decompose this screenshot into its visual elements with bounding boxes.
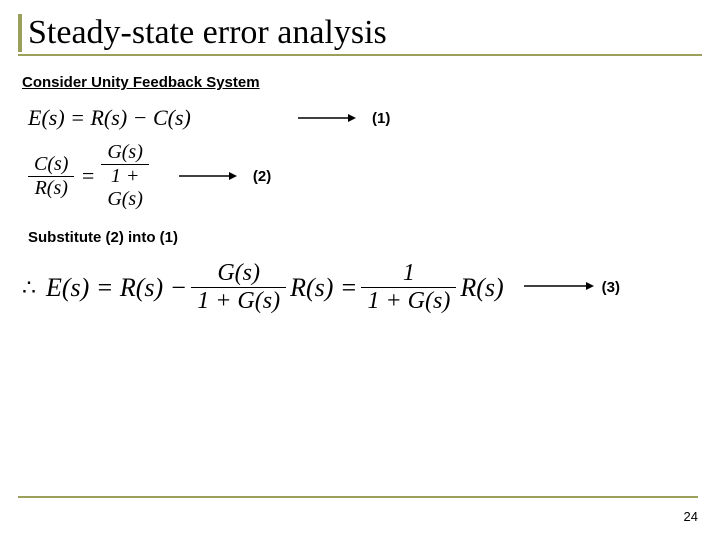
eq2-rhs-den: 1 + G(s) <box>101 164 149 211</box>
eq2-lhs-num: C(s) <box>28 153 74 176</box>
footer-underline <box>18 496 698 498</box>
equation-3: ∴ E(s) = R(s) − G(s) 1 + G(s) R(s) = 1 1… <box>22 260 508 315</box>
arrow-icon <box>298 112 356 124</box>
equation-1-row: E(s) = R(s) − C(s) (1) <box>18 105 702 131</box>
eq3-frac2: 1 1 + G(s) <box>361 260 456 315</box>
equation-1-label: (1) <box>372 110 390 127</box>
eq2-lhs-den: R(s) <box>28 176 74 200</box>
equation-2-row: C(s) R(s) = G(s) 1 + G(s) (2) <box>18 141 258 211</box>
equation-2-rhs: G(s) 1 + G(s) <box>101 141 149 211</box>
arrow-icon <box>524 279 594 297</box>
eq3-f2-num: 1 <box>361 260 456 287</box>
equation-2-lhs: C(s) R(s) <box>28 153 74 200</box>
subtitle: Consider Unity Feedback System <box>18 74 702 91</box>
eq3-f1-den: 1 + G(s) <box>191 287 286 315</box>
therefore-symbol: ∴ <box>22 275 36 301</box>
equation-3-label: (3) <box>602 279 620 296</box>
eq3-f1-num: G(s) <box>191 260 286 287</box>
eq3-f2-den: 1 + G(s) <box>361 287 456 315</box>
arrow-icon <box>179 170 237 182</box>
eq3-frac1: G(s) 1 + G(s) <box>191 260 286 315</box>
equation-2-label: (2) <box>253 168 271 185</box>
eq3-tail: R(s) <box>460 273 503 303</box>
slide-title: Steady-state error analysis <box>28 14 702 52</box>
title-underline <box>18 54 702 56</box>
page-number: 24 <box>684 509 698 524</box>
equals-sign: = <box>74 163 101 189</box>
equation-1: E(s) = R(s) − C(s) <box>28 105 268 131</box>
eq3-lhs: E(s) = R(s) − <box>46 273 187 303</box>
substitute-text: Substitute (2) into (1) <box>28 229 702 246</box>
eq3-mid: R(s) = <box>290 273 357 303</box>
eq2-rhs-num: G(s) <box>101 141 149 164</box>
equation-3-row: ∴ E(s) = R(s) − G(s) 1 + G(s) R(s) = 1 1… <box>18 260 702 315</box>
